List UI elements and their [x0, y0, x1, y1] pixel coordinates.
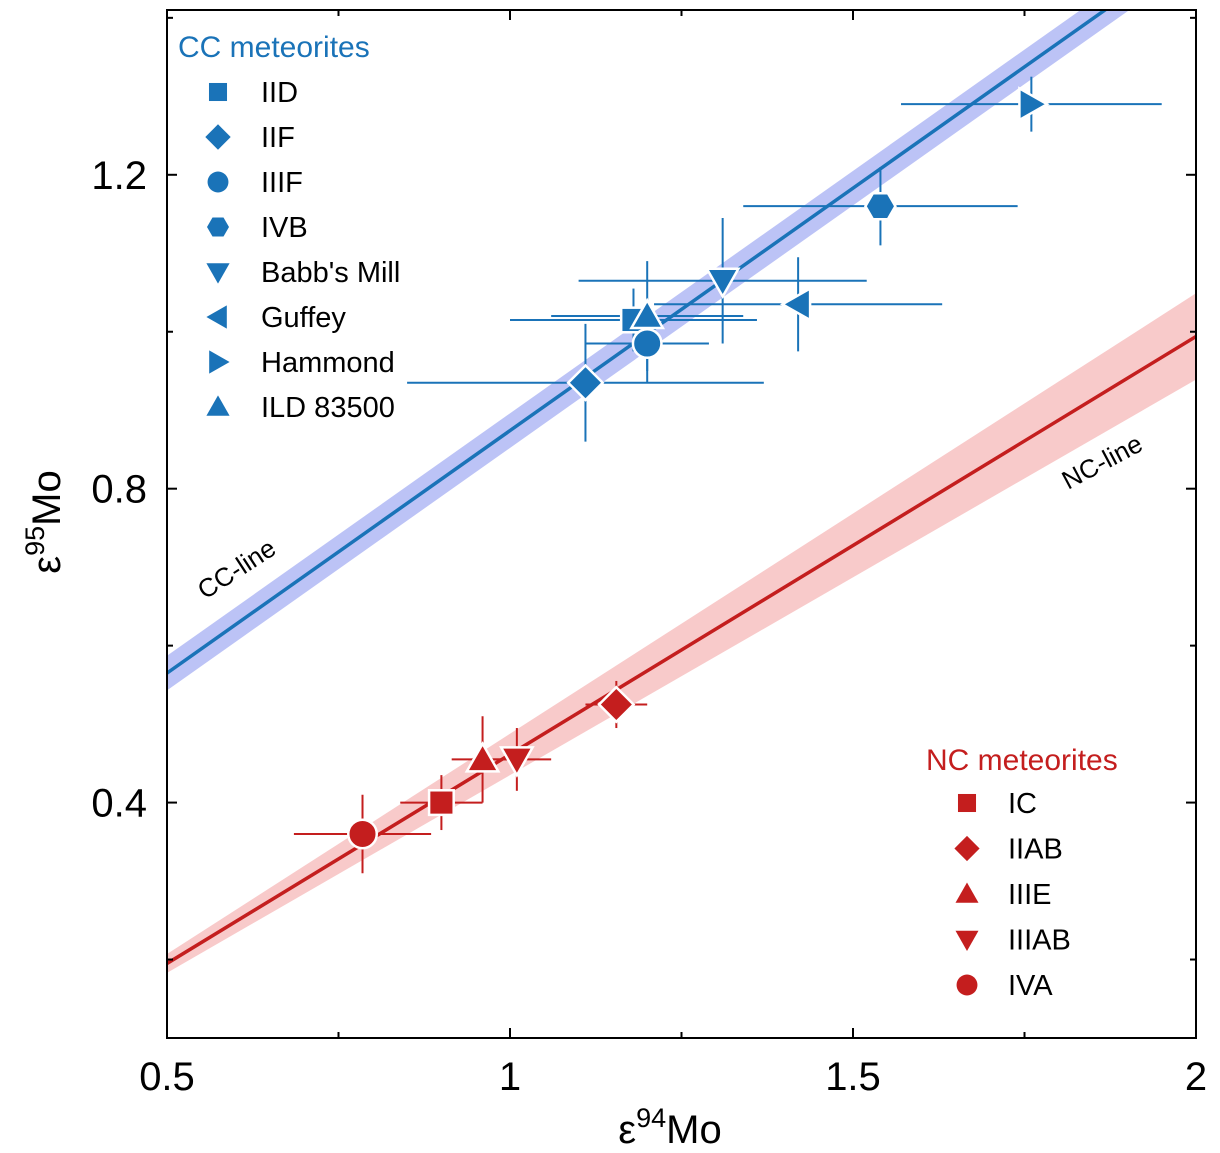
- legend-label-babb-s-mill: Babb's Mill: [261, 257, 400, 289]
- legend-label-iiab: IIAB: [1008, 834, 1063, 866]
- legend-marker-iiiab: [955, 930, 979, 951]
- x-tick-label: 1.5: [825, 1055, 881, 1099]
- data-point-babb-s-mill: [704, 267, 741, 300]
- y-tick-label: 1.2: [91, 154, 147, 198]
- legend-marker-ild-83500: [206, 395, 230, 416]
- nc-regression-line: [167, 334, 1196, 965]
- legend-label-iiie: IIIE: [1008, 879, 1052, 911]
- data-point-guffey: [779, 286, 812, 323]
- nc-legend-title: NC meteorites: [926, 744, 1118, 777]
- y-axis-label: ε95Mo: [20, 470, 69, 573]
- legend-label-iiif: IIIF: [261, 167, 303, 199]
- legend-marker-iid: [208, 82, 228, 102]
- legend-label-iiiab: IIIAB: [1008, 925, 1071, 957]
- legend-marker-ivb: [207, 217, 229, 237]
- x-tick-label: 1: [499, 1055, 521, 1099]
- legend-label-iva: IVA: [1008, 970, 1053, 1002]
- legend-label-ild-83500: ILD 83500: [261, 392, 395, 424]
- x-tick-label: 0.5: [139, 1055, 195, 1099]
- legend-marker-babb-s-mill: [206, 263, 230, 284]
- legend-marker-iva: [956, 974, 978, 996]
- data-point-iva: [347, 818, 379, 850]
- cc-regression-line: [167, 10, 1109, 675]
- data-point-hammond: [1018, 86, 1050, 123]
- legend-label-ivb: IVB: [261, 212, 308, 244]
- data-point-iiab: [597, 685, 636, 724]
- legend-marker-iiie: [955, 882, 979, 903]
- legend-label-guffey: Guffey: [261, 302, 346, 334]
- x-tick-label: 2: [1185, 1055, 1207, 1099]
- cc-legend-title: CC meteorites: [178, 31, 370, 64]
- data-point-iif: [566, 363, 605, 402]
- legend-marker-hammond: [209, 350, 230, 374]
- data-point-ivb: [863, 191, 897, 221]
- x-axis-label: ε94Mo: [618, 1103, 721, 1152]
- cc-legend: CC meteorites IID IIF IIIF IVB Babb's Mill Gu…: [178, 31, 400, 424]
- legend-marker-iif: [205, 124, 231, 150]
- data-point-ild-83500: [629, 297, 666, 330]
- legend-label-ic: IC: [1008, 788, 1037, 820]
- legend-marker-ic: [957, 793, 977, 813]
- nc-legend: NC meteorites IC IIAB IIIE IIIAB IVA: [926, 744, 1118, 1002]
- y-tick-label: 0.4: [91, 782, 147, 826]
- legend-marker-iiif: [207, 171, 229, 193]
- data-point-iiiab: [498, 746, 535, 778]
- data-point-ic: [427, 789, 455, 817]
- legend-label-iid: IID: [261, 77, 298, 109]
- data-point-iiie: [464, 741, 501, 773]
- legend-label-hammond: Hammond: [261, 347, 395, 379]
- legend-marker-guffey: [206, 305, 227, 329]
- legend-marker-iiab: [954, 835, 980, 862]
- legend-label-iif: IIF: [261, 122, 295, 154]
- y-tick-label: 0.8: [91, 468, 147, 512]
- data-point-iiif: [631, 328, 663, 360]
